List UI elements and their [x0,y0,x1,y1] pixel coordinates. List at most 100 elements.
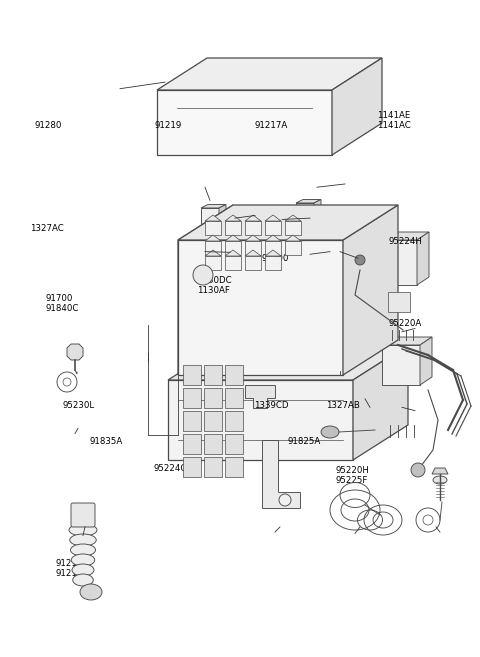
Polygon shape [296,203,314,227]
Polygon shape [201,208,219,232]
Bar [388,292,410,312]
Polygon shape [262,440,300,508]
Bar [183,411,201,431]
Text: 95220A: 95220A [389,319,422,328]
Text: 95224C: 95224C [154,464,187,473]
Text: 1339CD: 1339CD [254,401,289,410]
Ellipse shape [433,476,447,484]
Polygon shape [265,235,281,241]
Polygon shape [291,245,305,263]
Polygon shape [305,242,310,263]
Ellipse shape [73,574,93,586]
Polygon shape [218,267,242,293]
Polygon shape [178,205,398,240]
Polygon shape [265,250,281,256]
Text: 1130DC
1130AF: 1130DC 1130AF [197,276,231,296]
Polygon shape [225,250,241,256]
Polygon shape [245,241,261,255]
Bar [225,457,243,477]
Polygon shape [309,242,328,245]
Polygon shape [157,90,332,155]
Polygon shape [285,241,301,255]
Text: 1327AC: 1327AC [30,224,64,233]
Text: 91835A: 91835A [89,437,122,446]
Polygon shape [245,221,261,235]
Text: 95224H: 95224H [389,237,422,246]
Bar [183,434,201,454]
Bar [204,388,222,408]
Polygon shape [332,58,382,155]
Polygon shape [353,345,408,460]
Polygon shape [343,205,398,375]
Polygon shape [214,246,236,264]
Polygon shape [417,232,429,285]
Polygon shape [242,263,250,293]
Polygon shape [273,242,292,245]
Polygon shape [285,235,301,241]
Polygon shape [265,215,281,221]
Text: 91217A: 91217A [254,121,288,130]
Polygon shape [265,256,281,270]
Text: 91210L
91217: 91210L 91217 [55,558,87,578]
Polygon shape [245,215,261,221]
Ellipse shape [70,534,96,546]
Polygon shape [245,250,261,256]
Polygon shape [296,200,321,203]
Polygon shape [382,337,432,345]
Text: 1327AB: 1327AB [326,401,360,410]
Circle shape [411,463,425,477]
Polygon shape [168,380,353,460]
Polygon shape [178,240,343,375]
Polygon shape [67,344,83,360]
Circle shape [193,265,213,285]
Polygon shape [168,345,408,380]
Polygon shape [245,385,275,408]
Bar [225,411,243,431]
Polygon shape [205,256,221,270]
Polygon shape [285,215,301,221]
Polygon shape [420,337,432,385]
Ellipse shape [72,564,94,576]
Text: 91280: 91280 [34,121,62,130]
Polygon shape [219,204,226,232]
Bar [204,411,222,431]
Ellipse shape [80,584,102,600]
Text: 91200: 91200 [262,254,289,263]
Polygon shape [285,221,301,235]
Text: 1141AE
1141AC: 1141AE 1141AC [377,110,410,130]
Bar [204,365,222,385]
Bar [225,365,243,385]
Text: 95230L: 95230L [63,401,95,410]
Text: 95220H
95225F: 95220H 95225F [336,466,370,486]
FancyBboxPatch shape [71,503,95,527]
Ellipse shape [321,426,339,438]
Polygon shape [225,235,241,241]
Polygon shape [178,205,233,375]
Polygon shape [382,232,429,240]
Polygon shape [245,235,261,241]
Polygon shape [245,256,261,270]
Polygon shape [205,221,221,235]
Polygon shape [236,243,242,264]
Ellipse shape [69,524,97,536]
Polygon shape [225,241,241,255]
Ellipse shape [71,544,96,556]
Polygon shape [287,242,292,263]
Polygon shape [225,256,241,270]
Circle shape [279,494,291,506]
Bar [183,388,201,408]
Polygon shape [323,242,328,263]
Polygon shape [205,235,221,241]
Ellipse shape [71,554,95,566]
Polygon shape [314,200,321,227]
Polygon shape [309,245,323,263]
Bar [204,457,222,477]
Polygon shape [205,215,221,221]
Circle shape [355,255,365,265]
Polygon shape [382,345,420,385]
Polygon shape [214,243,242,246]
Polygon shape [291,242,310,245]
Bar [183,457,201,477]
Bar [183,365,201,385]
Polygon shape [205,250,221,256]
